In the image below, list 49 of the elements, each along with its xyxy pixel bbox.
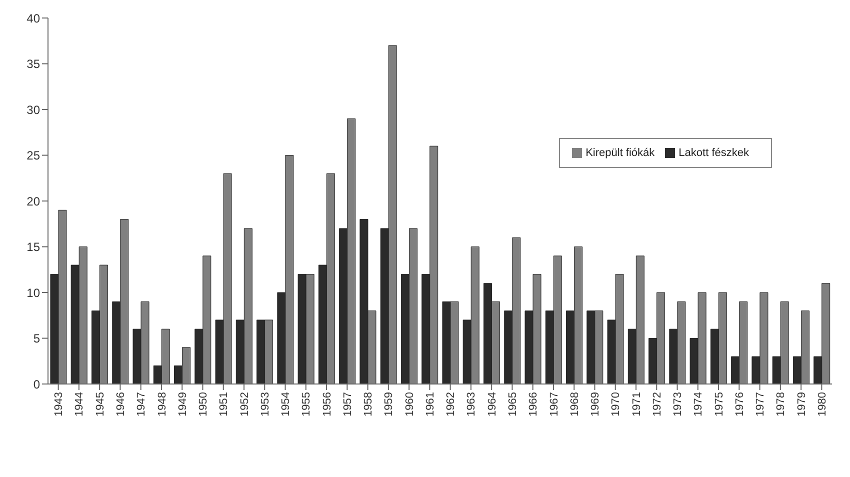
x-tick-label: 1943 <box>53 392 66 416</box>
x-tick-label: 1947 <box>136 392 148 416</box>
x-tick-label: 1953 <box>259 392 272 416</box>
x-tick-label: 1957 <box>342 392 354 416</box>
y-tick-label: 5 <box>33 332 40 346</box>
x-tick-label: 1964 <box>486 392 498 416</box>
x-tick-label: 1944 <box>74 392 86 416</box>
x-tick-label: 1958 <box>362 392 375 416</box>
x-tick-label: 1969 <box>590 392 602 416</box>
x-tick-label: 1961 <box>424 392 436 416</box>
x-tick-label: 1955 <box>300 392 313 416</box>
x-tick-label: 1946 <box>115 392 128 416</box>
y-tick-label: 10 <box>26 286 40 300</box>
x-tick-label: 1949 <box>176 392 189 416</box>
x-tick-label: 1960 <box>404 392 416 416</box>
x-tick-label: 1978 <box>775 392 788 416</box>
y-tick-label: 35 <box>26 57 40 72</box>
x-tick-label: 1954 <box>280 392 292 416</box>
x-tick-label: 1971 <box>630 392 643 416</box>
x-tick-label: 1970 <box>610 392 622 416</box>
y-tick-label: 40 <box>26 11 40 26</box>
x-tick-label: 1951 <box>218 392 230 416</box>
x-tick-label: 1952 <box>238 392 251 416</box>
x-tick-label: 1975 <box>713 392 726 416</box>
x-tick-label: 1972 <box>651 392 664 416</box>
x-tick-label: 1945 <box>94 392 106 416</box>
x-tick-label: 1956 <box>321 392 334 416</box>
x-tick-label: 1967 <box>548 392 560 416</box>
x-tick-label: 1948 <box>156 392 168 416</box>
x-tick-label: 1977 <box>754 392 767 416</box>
x-tick-label: 1976 <box>734 392 746 416</box>
x-tick-label: 1979 <box>796 392 808 416</box>
x-tick-label: 1965 <box>507 392 520 416</box>
x-tick-label: 1974 <box>692 392 705 416</box>
y-tick-label: 20 <box>26 194 40 208</box>
x-tick-label: 1950 <box>198 392 210 416</box>
y-tick-label: 0 <box>33 377 40 392</box>
legend-label: Lakott fészkek <box>678 147 749 159</box>
y-tick-label: 30 <box>26 102 40 117</box>
x-tick-label: 1980 <box>816 392 828 416</box>
x-tick-label: 1968 <box>568 392 581 416</box>
x-tick-label: 1973 <box>672 392 684 416</box>
x-tick-label: 1966 <box>528 392 540 416</box>
legend-label: Kirepült fiókák <box>586 147 655 159</box>
x-tick-label: 1959 <box>383 392 396 416</box>
x-tick-label: 1963 <box>466 392 478 416</box>
y-tick-label: 25 <box>26 148 40 163</box>
y-tick-label: 15 <box>26 240 40 254</box>
x-tick-label: 1962 <box>445 392 458 416</box>
